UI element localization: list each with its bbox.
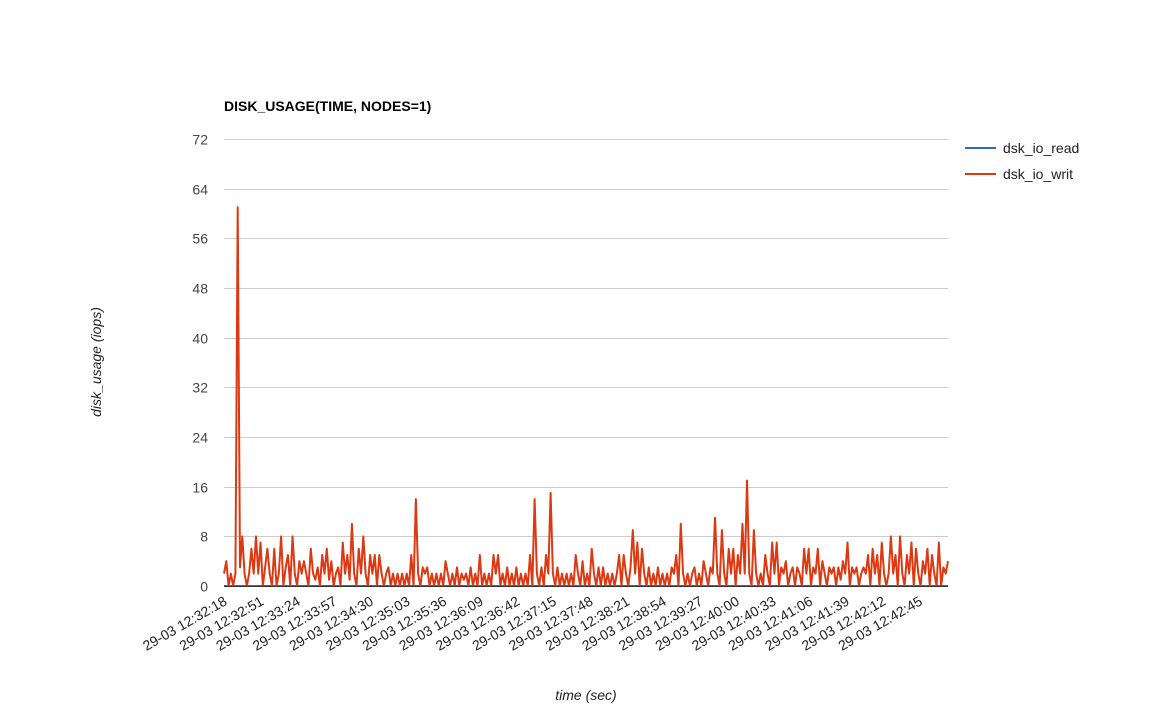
y-tick-label: 0: [200, 579, 208, 595]
y-tick-label: 40: [192, 331, 208, 347]
x-axis-label: time (sec): [555, 687, 616, 703]
grid: [224, 139, 948, 537]
y-tick-label: 48: [192, 281, 208, 297]
legend-label: dsk_io_writ: [1003, 166, 1073, 182]
y-tick-label: 56: [192, 231, 208, 247]
y-tick-label: 24: [192, 430, 208, 446]
y-tick-label: 64: [192, 182, 208, 198]
legend-item-dsk-io-read[interactable]: dsk_io_read: [965, 140, 1079, 156]
y-tick-labels: 0 8 16 24 32 40 48 56 64 72: [192, 132, 208, 595]
y-tick-label: 32: [192, 380, 208, 396]
legend[interactable]: dsk_io_read dsk_io_writ: [965, 140, 1079, 182]
y-tick-label: 16: [192, 480, 208, 496]
series-layer: [223, 206, 949, 587]
legend-item-dsk-io-writ[interactable]: dsk_io_writ: [965, 166, 1073, 182]
y-tick-label: 8: [200, 529, 208, 545]
chart-title: DISK_USAGE(TIME, NODES=1): [224, 98, 431, 114]
y-tick-label: 72: [192, 132, 208, 148]
legend-label: dsk_io_read: [1003, 140, 1079, 156]
y-axis-label: disk_usage (iops): [88, 307, 104, 417]
series-line-dsk-io-writ: [223, 206, 949, 587]
